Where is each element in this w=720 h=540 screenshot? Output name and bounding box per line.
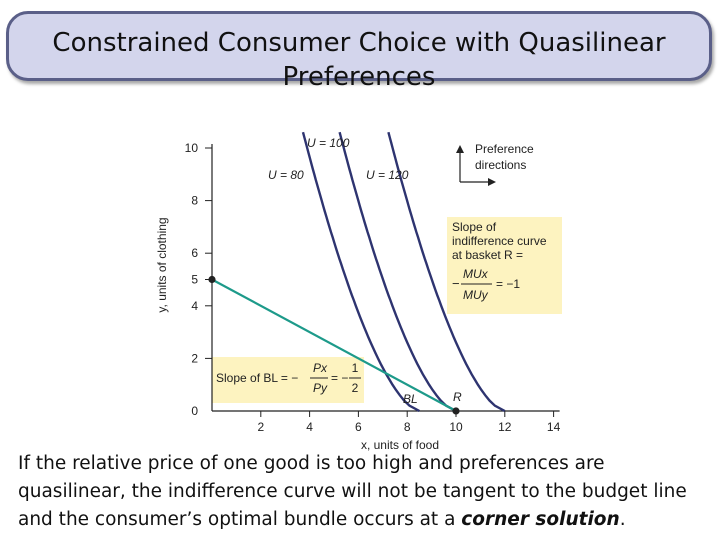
point-r: [452, 407, 460, 415]
bl-value-den: 2: [352, 381, 359, 395]
y-tick-label-5: 5: [191, 273, 198, 287]
y-tick-label-2: 2: [191, 351, 198, 365]
curve-label-u100: U = 100: [307, 136, 350, 150]
caption: If the relative price of one good is too…: [18, 450, 708, 534]
y-tick-label-4: 4: [191, 299, 198, 313]
mrs-highlight-box: [447, 217, 562, 314]
origin-label: 0: [191, 404, 198, 418]
y-tick-label-8: 8: [191, 194, 198, 208]
mrs-line2: indifference curve: [452, 234, 547, 248]
y-axis-label: y, units of clothing: [155, 217, 169, 312]
x-tick-label-8: 8: [404, 420, 411, 434]
indifference-curve-3: [387, 131, 506, 413]
curve-label-u80: U = 80: [268, 168, 304, 182]
bl-highlight-box: [212, 357, 364, 403]
caption-lead: If the relative price of one good is too…: [18, 453, 687, 530]
bl-prefix: Slope of BL = −: [216, 371, 298, 385]
mrs-line3: at basket R =: [452, 248, 523, 262]
x-axis-label: x, units of food: [361, 438, 439, 452]
x-tick-label-6: 6: [355, 420, 362, 434]
budget-line: [211, 278, 457, 412]
bl-value: = −: [331, 371, 348, 385]
indifference-curve-2: [338, 131, 457, 413]
mrs-numerator: MUx: [463, 267, 489, 281]
y-tick-label-6: 6: [191, 246, 198, 260]
x-tick-label-10: 10: [449, 420, 463, 434]
budget-line-label: BL: [403, 392, 418, 406]
preference-directions-icon: [456, 145, 496, 186]
mrs-value: = −1: [496, 277, 520, 291]
x-tick-label-12: 12: [498, 420, 512, 434]
x-tick-label-2: 2: [257, 420, 264, 434]
mrs-denominator: MUy: [463, 288, 489, 302]
legend-title-1: Preference: [475, 142, 534, 156]
legend-title-2: directions: [475, 158, 526, 172]
caption-end: .: [619, 509, 626, 530]
point-budget-intercept: [208, 275, 216, 284]
bl-value-num: 1: [352, 361, 359, 375]
curve-label-u120: U = 120: [366, 168, 409, 182]
mrs-minus: −: [452, 276, 460, 291]
page-title: Constrained Consumer Choice with Quasili…: [52, 28, 666, 92]
caption-emphasis: corner solution: [461, 509, 620, 530]
mrs-line1: Slope of: [452, 220, 497, 234]
point-label-r: R: [453, 390, 462, 404]
y-tick-label-10: 10: [185, 141, 199, 155]
curves-group: [208, 131, 506, 415]
bl-denominator: Py: [313, 381, 328, 395]
x-tick-label-14: 14: [547, 420, 561, 434]
bl-numerator: Px: [313, 361, 328, 375]
title-banner: Constrained Consumer Choice with Quasili…: [6, 11, 712, 92]
x-tick-label-4: 4: [306, 420, 313, 434]
indifference-curve-1: [301, 131, 420, 413]
